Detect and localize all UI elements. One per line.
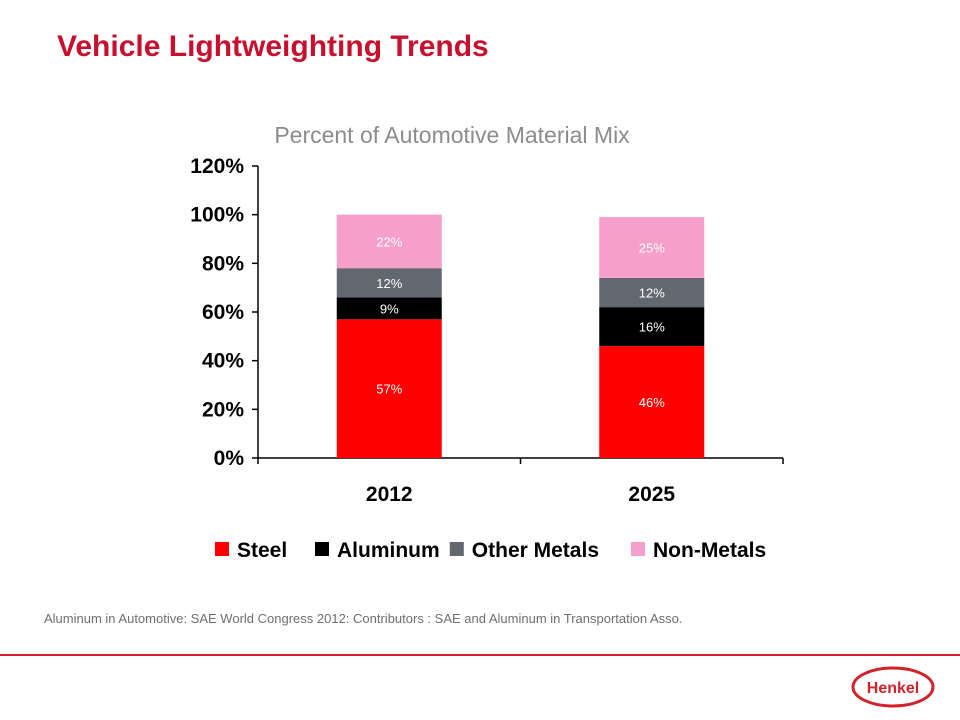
axes: 0% 20% 40% 60% 80% 100% 120% 2012 2025: [190, 155, 784, 506]
y-tick-label: 40%: [202, 350, 244, 373]
legend-label-other-metals: Other Metals: [472, 539, 599, 562]
data-label-aluminum: 9%: [380, 301, 399, 316]
legend-label-steel: Steel: [237, 539, 287, 562]
bar-segment-steel: [599, 346, 705, 458]
logo-text: Henkel: [867, 680, 919, 697]
stacked-bar-chart: Percent of Automotive Material Mix 0% 20%…: [190, 122, 784, 562]
y-tick-label: 0%: [214, 447, 245, 470]
y-tick-label: 60%: [202, 301, 244, 324]
x-category-label: 2012: [366, 483, 413, 506]
data-label-non-metals: 22%: [376, 234, 402, 249]
legend-swatch-non-metals: [631, 542, 645, 556]
footer-divider: [0, 654, 960, 656]
legend-label-non-metals: Non-Metals: [653, 539, 766, 562]
data-label-non-metals: 25%: [639, 241, 665, 256]
bar-segment-steel: [336, 319, 442, 458]
y-tick-label: 100%: [190, 204, 244, 227]
bar-segment-other-metals: [336, 268, 442, 298]
bar-segment-aluminum: [599, 307, 705, 347]
data-label-other-metals: 12%: [639, 286, 665, 301]
bar-segment-other-metals: [599, 277, 705, 308]
data-labels: 57% 9% 12% 22% 46% 16% 12% 25%: [376, 234, 665, 410]
data-label-steel: 46%: [639, 395, 665, 410]
source-note: Aluminum in Automotive: SAE World Congre…: [44, 611, 683, 626]
y-tick-label: 20%: [202, 398, 244, 421]
legend-swatch-steel: [215, 542, 229, 556]
bars: [336, 214, 705, 458]
legend-swatch-aluminum: [315, 542, 329, 556]
legend: Steel Aluminum Other Metals Non-Metals: [215, 539, 766, 562]
chart-title: Percent of Automotive Material Mix: [274, 122, 630, 148]
y-tick-label: 80%: [202, 252, 244, 275]
legend-swatch-other-metals: [449, 542, 464, 556]
legend-label-aluminum: Aluminum: [337, 539, 440, 562]
slide-title: Vehicle Lightweighting Trends: [57, 30, 489, 63]
bar-segment-aluminum: [336, 297, 442, 320]
henkel-logo: Henkel: [851, 666, 935, 708]
bar-segment-non-metals: [599, 217, 705, 278]
data-label-other-metals: 12%: [376, 276, 402, 291]
bar-segment-non-metals: [336, 214, 442, 269]
x-category-label: 2025: [628, 483, 675, 506]
data-label-steel: 57%: [376, 382, 402, 397]
data-label-aluminum: 16%: [639, 320, 665, 335]
y-tick-label: 120%: [190, 155, 244, 178]
